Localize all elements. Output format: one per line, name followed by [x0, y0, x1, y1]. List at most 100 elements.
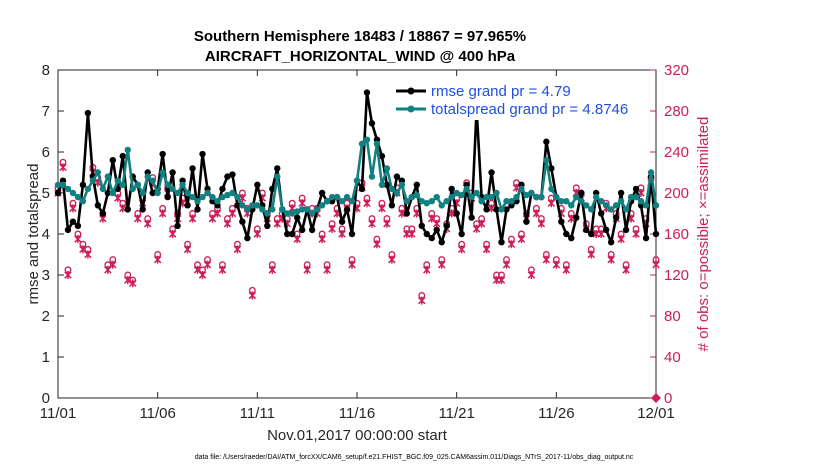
totalspread-point-60 [353, 177, 361, 184]
rmse-point-22 [164, 193, 171, 201]
rmse-point-0 [54, 189, 62, 197]
y-right-tick-label-6: 240 [664, 144, 689, 161]
totalspread-point-6 [84, 185, 92, 193]
obs-assimilated-point-35 [228, 209, 237, 218]
totalspread-point-116 [632, 193, 640, 201]
data-series [54, 89, 661, 403]
obs-assimilated-point-86 [482, 245, 491, 254]
obs-assimilated-point-33 [218, 265, 227, 274]
rmse-point-70 [403, 210, 411, 217]
y-left-tick-label-7: 7 [42, 103, 50, 120]
totalspread-point-100 [553, 193, 560, 201]
obs-assimilated-point-21 [158, 209, 167, 218]
totalspread-point-30 [204, 189, 211, 197]
rmse-point-75 [428, 234, 435, 242]
y-right-tick-label-0: 0 [664, 390, 672, 407]
rmse-point-33 [219, 185, 226, 193]
rmse-point-88 [493, 206, 500, 213]
rmse-point-76 [433, 226, 440, 234]
rmse-point-73 [418, 222, 425, 229]
totalspread-point-75 [428, 198, 435, 205]
legend-marker-rmse [407, 87, 415, 95]
rmse-point-8 [94, 202, 102, 209]
totalspread-point-114 [622, 206, 630, 213]
obs-assimilated-point-62 [363, 199, 371, 208]
y-left-tick-label-5: 5 [42, 185, 50, 202]
rmse-point-26 [184, 202, 191, 209]
rmse-point-53 [318, 189, 326, 197]
totalspread-point-5 [79, 198, 87, 205]
obs-assimilated-point-2 [64, 271, 72, 279]
obs-assimilated-point-48 [293, 235, 301, 244]
totalspread-point-26 [184, 189, 191, 197]
obs-assimilated-point-77 [437, 260, 446, 269]
obs-assimilated-point-1 [59, 163, 67, 172]
totalspread-point-57 [338, 198, 346, 205]
obs-assimilated-point-81 [457, 245, 466, 254]
totalspread-point-13 [119, 181, 126, 188]
y-left-tick-label-8: 8 [42, 62, 50, 79]
obs-assimilated-point-11 [109, 260, 117, 269]
totalspread-point-53 [318, 202, 326, 209]
totalspread-point-109 [597, 198, 605, 205]
obs-assimilated-point-18 [143, 219, 152, 228]
obs-assimilated-point-54 [323, 265, 331, 274]
obs-assimilated-point-102 [562, 265, 571, 274]
rmse-point-27 [189, 165, 196, 172]
obs-assimilated-point-15 [129, 279, 137, 288]
totalspread-point-88 [493, 189, 500, 197]
totalspread-point-59 [348, 198, 356, 205]
obs-assimilated-point-116 [632, 230, 640, 238]
legend-entry-rmse: rmse grand pr = 4.79 [431, 83, 571, 100]
rmse-point-94 [523, 218, 530, 225]
rmse-point-29 [199, 150, 206, 158]
totalspread-point-70 [403, 198, 411, 205]
totalspread-point-78 [443, 198, 450, 205]
rmse-point-111 [607, 239, 615, 246]
x-tick-label-1: 11/06 [139, 405, 175, 422]
obs-assimilated-point-111 [607, 255, 615, 264]
totalspread-point-87 [488, 193, 495, 201]
obs-assimilated-point-29 [198, 271, 207, 279]
rmse-point-105 [578, 189, 585, 197]
rmse-point-77 [438, 239, 445, 246]
totalspread-point-63 [368, 173, 376, 180]
obs-assimilated-point-49 [298, 199, 306, 208]
totalspread-point-44 [274, 173, 281, 180]
totalspread-point-10 [104, 173, 112, 180]
totalspread-point-27 [189, 193, 196, 201]
totalspread-point-86 [483, 193, 490, 201]
totalspread-point-37 [239, 202, 246, 209]
totalspread-point-77 [438, 202, 445, 209]
obs-assimilated-point-50 [303, 265, 311, 274]
totalspread-point-64 [373, 140, 381, 147]
obs-assimilated-point-3 [69, 204, 77, 213]
obs-assimilated-point-57 [338, 230, 346, 238]
rmse-point-48 [294, 214, 301, 221]
legend-marker-totalspread [407, 105, 415, 113]
totalspread-point-118 [642, 202, 650, 209]
x-tick-label-0: 11/01 [40, 405, 76, 422]
rmse-point-36 [234, 202, 241, 209]
obs-assimilated-point-96 [532, 209, 541, 218]
rmse-point-110 [602, 226, 610, 234]
totalspread-point-52 [313, 206, 321, 213]
totalspread-point-21 [159, 169, 166, 176]
totalspread-point-93 [518, 185, 525, 193]
totalspread-point-15 [129, 185, 136, 193]
obs-assimilated-point-32 [213, 209, 222, 218]
obs-assimilated-point-66 [383, 219, 391, 228]
obs-assimilated-point-39 [248, 291, 257, 300]
obs-assimilated-point-98 [542, 255, 551, 264]
y-right-tick-label-1: 40 [664, 349, 681, 366]
obs-assimilated-point-20 [153, 255, 162, 264]
totalspread-point-66 [383, 165, 391, 172]
totalspread-point-67 [388, 185, 396, 193]
rmse-point-13 [119, 152, 126, 160]
rmse-point-57 [338, 218, 346, 225]
totalspread-point-7 [89, 177, 97, 184]
totalspread-point-46 [284, 210, 291, 217]
totalspread-point-106 [583, 202, 590, 209]
totalspread-point-82 [463, 185, 470, 193]
